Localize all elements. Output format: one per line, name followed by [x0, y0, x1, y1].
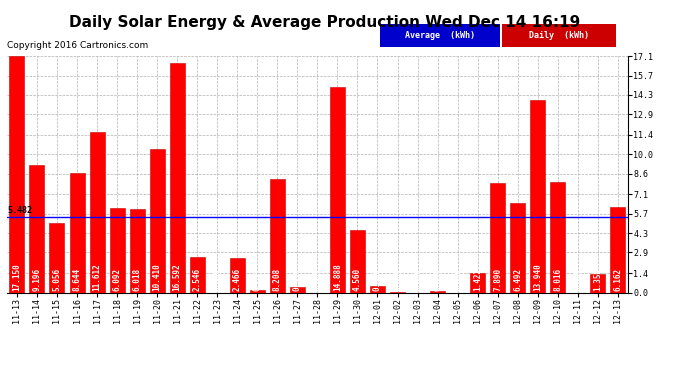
Bar — [10, 56, 24, 292]
Text: 0.000: 0.000 — [573, 268, 582, 291]
Text: 0.416: 0.416 — [293, 268, 302, 291]
Text: 0.060: 0.060 — [393, 268, 402, 291]
Bar — [330, 87, 345, 292]
Bar — [110, 209, 125, 292]
Text: 13.940: 13.940 — [533, 264, 542, 291]
Text: 0.096: 0.096 — [433, 268, 442, 291]
Bar — [50, 223, 64, 292]
Text: 6.092: 6.092 — [112, 268, 121, 291]
Text: 1.422: 1.422 — [473, 268, 482, 291]
Bar — [230, 258, 245, 292]
Text: 14.888: 14.888 — [333, 264, 342, 291]
Bar — [530, 100, 545, 292]
Bar — [510, 203, 525, 292]
Text: 0.214: 0.214 — [253, 268, 262, 291]
Text: 11.612: 11.612 — [92, 264, 101, 291]
Text: 6.492: 6.492 — [513, 268, 522, 291]
Text: Copyright 2016 Cartronics.com: Copyright 2016 Cartronics.com — [7, 41, 148, 50]
Text: 0.000: 0.000 — [413, 268, 422, 291]
Text: 5.482: 5.482 — [8, 206, 33, 215]
Text: 6.162: 6.162 — [613, 268, 622, 291]
Bar — [130, 209, 145, 292]
Bar — [370, 286, 385, 292]
Bar — [70, 173, 85, 292]
Text: 8.016: 8.016 — [553, 268, 562, 291]
Text: 0.000: 0.000 — [313, 268, 322, 291]
Text: Daily  (kWh): Daily (kWh) — [529, 31, 589, 40]
Text: 17.150: 17.150 — [12, 264, 21, 291]
Bar — [611, 207, 625, 292]
Bar — [551, 182, 565, 292]
Bar — [290, 287, 305, 292]
Text: 1.358: 1.358 — [593, 268, 602, 291]
Bar — [430, 291, 445, 292]
Bar — [250, 290, 265, 292]
Bar — [350, 230, 365, 292]
Text: 8.208: 8.208 — [273, 268, 282, 291]
Bar — [190, 257, 205, 292]
Text: 6.018: 6.018 — [132, 268, 141, 291]
Bar — [270, 179, 285, 292]
Bar — [470, 273, 485, 292]
Text: 2.546: 2.546 — [193, 268, 201, 291]
Bar — [170, 63, 185, 292]
Text: 8.644: 8.644 — [72, 268, 81, 291]
Text: 2.466: 2.466 — [233, 268, 241, 291]
Text: 10.410: 10.410 — [152, 264, 161, 291]
Bar — [150, 148, 165, 292]
Text: 0.000: 0.000 — [213, 268, 221, 291]
Bar — [90, 132, 105, 292]
Text: Average  (kWh): Average (kWh) — [405, 31, 475, 40]
Bar — [490, 183, 505, 292]
Text: 4.560: 4.560 — [353, 268, 362, 291]
Bar — [30, 165, 44, 292]
Text: 0.500: 0.500 — [373, 268, 382, 291]
Text: 5.056: 5.056 — [52, 268, 61, 291]
Text: 0.000: 0.000 — [453, 268, 462, 291]
Text: 7.890: 7.890 — [493, 268, 502, 291]
Text: 16.592: 16.592 — [172, 264, 181, 291]
Text: 9.196: 9.196 — [32, 268, 41, 291]
Bar — [591, 274, 605, 292]
Text: Daily Solar Energy & Average Production Wed Dec 14 16:19: Daily Solar Energy & Average Production … — [69, 15, 580, 30]
